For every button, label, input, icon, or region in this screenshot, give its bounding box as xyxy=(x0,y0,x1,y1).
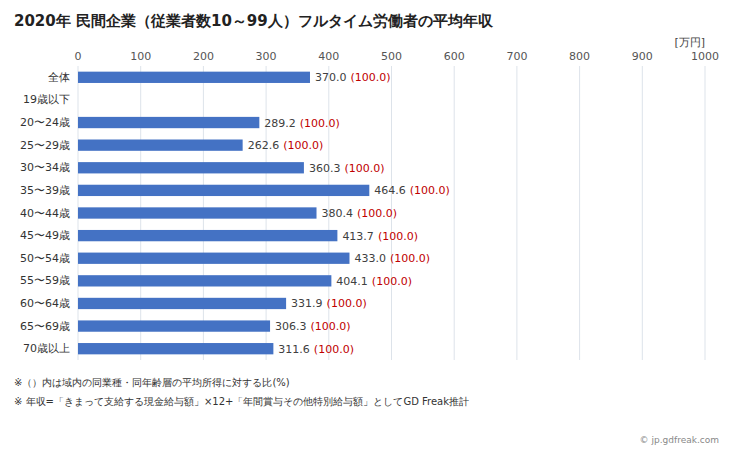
category-label: 30〜34歳 xyxy=(20,161,70,174)
value-label: 331.9 xyxy=(291,297,323,310)
bar xyxy=(78,117,259,128)
tick-label: 400 xyxy=(318,50,339,63)
bar xyxy=(78,72,310,83)
ratio-label: (100.0) xyxy=(311,320,351,333)
tick-label: 300 xyxy=(256,50,277,63)
bar xyxy=(78,298,286,309)
category-label: 19歳以下 xyxy=(23,93,70,106)
bar xyxy=(78,185,369,196)
data-label: 464.6 (100.0) xyxy=(374,184,450,197)
data-label: 289.2 (100.0) xyxy=(264,116,340,129)
value-label: 464.6 xyxy=(374,184,406,197)
category-label: 55〜59歳 xyxy=(20,274,70,287)
grid-line xyxy=(642,66,643,360)
axis-label: [万円] xyxy=(674,36,705,49)
bar xyxy=(78,253,349,264)
tick-label: 0 xyxy=(75,50,82,63)
ratio-label: (100.0) xyxy=(314,342,354,355)
bar xyxy=(78,94,79,105)
category-label: 65〜69歳 xyxy=(20,320,70,333)
tick-label: 600 xyxy=(444,50,465,63)
tick-label: 1000 xyxy=(691,50,719,63)
plot-area xyxy=(78,66,705,360)
tick-label: 900 xyxy=(632,50,653,63)
value-label: 380.4 xyxy=(322,207,354,220)
category-label: 40〜44歳 xyxy=(20,207,70,220)
grid-line xyxy=(454,66,455,360)
tick-label: 200 xyxy=(193,50,214,63)
tick-label: 500 xyxy=(381,50,402,63)
category-label: 20〜24歳 xyxy=(20,116,70,129)
tick-label: 100 xyxy=(130,50,151,63)
value-label: 370.0 xyxy=(315,71,347,84)
value-label: 262.6 xyxy=(248,139,280,152)
data-label: 360.3(100.0) xyxy=(309,161,385,174)
footnote: ※ 年収=「きまって支給する現金給与額」×12+「年間賞与その他特別給与額」とし… xyxy=(14,396,469,407)
ratio-label: (100.0) xyxy=(372,274,412,287)
data-label: 404.1 (100.0) xyxy=(336,274,412,287)
category-label: 70歳以上 xyxy=(23,342,70,355)
data-label: 413.7 (100.0) xyxy=(342,229,418,242)
value-label: 311.6 xyxy=(278,342,310,355)
bar xyxy=(78,343,273,354)
ratio-label: (100.0) xyxy=(390,252,430,265)
bar xyxy=(78,207,317,218)
ratio-label: (100.0) xyxy=(344,161,384,174)
data-label: 331.9 (100.0) xyxy=(291,297,367,310)
data-label: 262.6(100.0) xyxy=(248,139,324,152)
footnote: ※（）内は域内の同業種・同年齢層の平均所得に対する比(%) xyxy=(14,377,290,388)
value-label: 306.3 xyxy=(275,320,307,333)
grid-line xyxy=(579,66,580,360)
ratio-label: (100.0) xyxy=(350,71,390,84)
watermark: © jp.gdfreak.com xyxy=(640,435,719,445)
grid-line xyxy=(516,66,517,360)
value-label: 433.0 xyxy=(354,252,386,265)
value-label: 289.2 xyxy=(264,116,296,129)
category-label: 50〜54歳 xyxy=(20,252,70,265)
grid-line xyxy=(705,66,706,360)
category-label: 60〜64歳 xyxy=(20,297,70,310)
ratio-label: (100.0) xyxy=(357,207,397,220)
value-label: 413.7 xyxy=(342,229,374,242)
bars xyxy=(78,72,369,355)
bar xyxy=(78,140,243,151)
data-label: 380.4(100.0) xyxy=(322,207,398,220)
category-label: 35〜39歳 xyxy=(20,184,70,197)
value-label: 360.3 xyxy=(309,161,341,174)
ratio-label: (100.0) xyxy=(283,139,323,152)
tick-label: 700 xyxy=(506,50,527,63)
chart: 2020年 民間企業（従業者数10～99人）フルタイム労働者の平均年収 [万円] 0… xyxy=(0,0,729,451)
category-label: 45〜49歳 xyxy=(20,229,70,242)
category-label: 25〜29歳 xyxy=(20,139,70,152)
title: 2020年 民間企業（従業者数10～99人）フルタイム労働者の平均年収 xyxy=(14,12,494,30)
ratio-label: (100.0) xyxy=(410,184,450,197)
ratio-label: (100.0) xyxy=(378,229,418,242)
data-label: 311.6 (100.0) xyxy=(278,342,354,355)
bar xyxy=(78,230,337,241)
ratio-label: (100.0) xyxy=(327,297,367,310)
data-label: 306.3 (100.0) xyxy=(275,320,351,333)
category-label: 全体 xyxy=(48,71,70,84)
data-label: 370.0(100.0) xyxy=(315,71,391,84)
bar xyxy=(78,162,304,173)
ratio-label: (100.0) xyxy=(300,116,340,129)
data-label: 433.0 (100.0) xyxy=(354,252,430,265)
tick-label: 800 xyxy=(569,50,590,63)
bar xyxy=(78,320,270,331)
bar xyxy=(78,275,331,286)
value-label: 404.1 xyxy=(336,274,368,287)
